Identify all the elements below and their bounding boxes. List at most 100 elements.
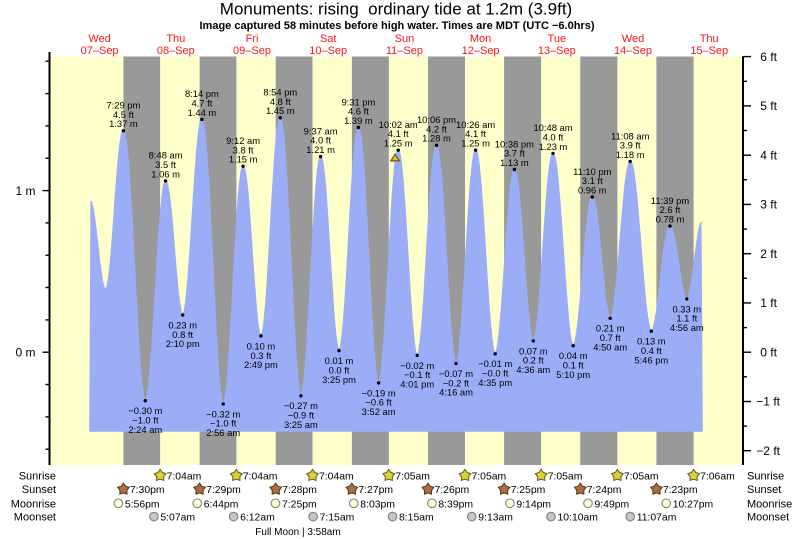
svg-text:2:56 am: 2:56 am: [206, 427, 240, 438]
svg-text:Moonrise: Moonrise: [747, 498, 792, 510]
svg-text:3.1 ft: 3.1 ft: [582, 175, 603, 186]
svg-text:0.7 ft: 0.7 ft: [600, 332, 621, 343]
svg-text:Sunset: Sunset: [22, 484, 56, 496]
svg-text:7:23pm: 7:23pm: [663, 485, 698, 496]
svg-text:0.01 m: 0.01 m: [325, 355, 354, 366]
svg-text:Wed: Wed: [88, 33, 110, 45]
svg-text:−0.2 ft: −0.2 ft: [443, 377, 470, 388]
svg-text:7:04am: 7:04am: [243, 472, 278, 483]
svg-text:7:05am: 7:05am: [548, 472, 583, 483]
svg-text:−0.6 ft: −0.6 ft: [365, 397, 392, 408]
svg-text:4.5 ft: 4.5 ft: [113, 109, 134, 120]
svg-text:7:29 pm: 7:29 pm: [106, 100, 140, 111]
svg-text:11:39 pm: 11:39 pm: [651, 195, 690, 206]
svg-text:10:38 pm: 10:38 pm: [495, 138, 534, 149]
svg-text:0.13 m: 0.13 m: [637, 336, 666, 347]
svg-text:0.2 ft: 0.2 ft: [523, 355, 544, 366]
svg-text:Sunrise: Sunrise: [747, 471, 784, 483]
svg-text:1.25 m: 1.25 m: [384, 138, 413, 149]
svg-text:3.9 ft: 3.9 ft: [620, 140, 641, 151]
svg-text:0.1 ft: 0.1 ft: [563, 360, 584, 371]
svg-text:2 ft: 2 ft: [760, 247, 777, 261]
svg-text:8:15am: 8:15am: [399, 513, 434, 524]
svg-text:10:27pm: 10:27pm: [673, 499, 713, 510]
svg-text:Moonset: Moonset: [747, 512, 789, 524]
svg-text:−1 ft: −1 ft: [756, 395, 780, 409]
svg-text:7:06am: 7:06am: [700, 472, 735, 483]
svg-text:9:13am: 9:13am: [478, 513, 513, 524]
svg-text:4:56 am: 4:56 am: [670, 322, 704, 333]
svg-text:14–Sep: 14–Sep: [614, 45, 652, 57]
svg-text:5:10 pm: 5:10 pm: [556, 369, 590, 380]
svg-text:11:07am: 11:07am: [637, 513, 677, 524]
svg-text:4.8 ft: 4.8 ft: [270, 96, 291, 107]
svg-text:3:25 am: 3:25 am: [284, 419, 318, 430]
svg-text:7:05am: 7:05am: [624, 472, 659, 483]
svg-text:4.0 ft: 4.0 ft: [310, 135, 331, 146]
svg-text:Wed: Wed: [622, 33, 644, 45]
svg-text:11:10 pm: 11:10 pm: [573, 166, 612, 177]
svg-text:1.25 m: 1.25 m: [461, 138, 490, 149]
svg-text:Full Moon | 3:58am: Full Moon | 3:58am: [255, 527, 340, 538]
svg-text:−0.32 m: −0.32 m: [206, 408, 240, 419]
svg-text:0.96 m: 0.96 m: [578, 184, 607, 195]
svg-text:−0.27 m: −0.27 m: [284, 400, 318, 411]
svg-text:−0.9 ft: −0.9 ft: [288, 410, 315, 421]
svg-text:4.6 ft: 4.6 ft: [348, 106, 369, 117]
svg-text:7:25pm: 7:25pm: [282, 499, 317, 510]
svg-text:1 m: 1 m: [15, 184, 35, 198]
svg-text:4.0 ft: 4.0 ft: [543, 132, 564, 143]
svg-text:−0.19 m: −0.19 m: [362, 387, 396, 398]
svg-text:0.04 m: 0.04 m: [559, 350, 588, 361]
svg-text:Monuments: rising ordinary ti: Monuments: rising ordinary tide at 1.2m …: [220, 0, 572, 19]
svg-text:1.1 ft: 1.1 ft: [676, 313, 697, 324]
svg-text:15–Sep: 15–Sep: [690, 45, 728, 57]
svg-text:7:25pm: 7:25pm: [511, 485, 546, 496]
svg-text:Mon: Mon: [470, 33, 491, 45]
svg-text:10:10am: 10:10am: [558, 513, 598, 524]
svg-text:0.8 ft: 0.8 ft: [172, 329, 193, 340]
svg-text:11:08 am: 11:08 am: [611, 130, 650, 141]
svg-text:1.13 m: 1.13 m: [500, 157, 529, 168]
svg-text:−0.1 ft: −0.1 ft: [404, 369, 431, 380]
svg-text:8:54 pm: 8:54 pm: [263, 87, 297, 98]
svg-text:7:26pm: 7:26pm: [435, 485, 470, 496]
svg-text:4:35 pm: 4:35 pm: [478, 377, 512, 388]
svg-text:Thu: Thu: [166, 33, 185, 45]
svg-text:3.5 ft: 3.5 ft: [155, 159, 176, 170]
svg-text:2:24 am: 2:24 am: [128, 424, 162, 435]
svg-text:07–Sep: 07–Sep: [81, 45, 119, 57]
svg-text:0.0 ft: 0.0 ft: [329, 364, 350, 375]
svg-text:4.7 ft: 4.7 ft: [191, 98, 212, 109]
svg-text:0.3 ft: 0.3 ft: [250, 350, 271, 361]
svg-text:Fri: Fri: [246, 33, 259, 45]
svg-text:3.7 ft: 3.7 ft: [504, 148, 525, 159]
svg-text:2:10 pm: 2:10 pm: [166, 338, 200, 349]
svg-text:7:24pm: 7:24pm: [587, 485, 622, 496]
svg-text:Thu: Thu: [700, 33, 719, 45]
svg-text:4 ft: 4 ft: [760, 148, 777, 162]
svg-text:−0.02 m: −0.02 m: [400, 360, 434, 371]
svg-text:1.44 m: 1.44 m: [188, 107, 217, 118]
svg-text:0.4 ft: 0.4 ft: [641, 345, 662, 356]
svg-text:7:05am: 7:05am: [395, 472, 430, 483]
svg-text:Moonset: Moonset: [14, 512, 56, 524]
svg-text:6:44pm: 6:44pm: [204, 499, 239, 510]
svg-text:7:05am: 7:05am: [472, 472, 507, 483]
svg-text:2.6 ft: 2.6 ft: [660, 204, 681, 215]
svg-text:09–Sep: 09–Sep: [233, 45, 271, 57]
svg-text:12–Sep: 12–Sep: [462, 45, 500, 57]
svg-text:3:25 pm: 3:25 pm: [322, 374, 356, 385]
svg-text:7:30pm: 7:30pm: [130, 485, 165, 496]
svg-text:8:14 pm: 8:14 pm: [185, 88, 219, 99]
svg-text:8:48 am: 8:48 am: [149, 150, 183, 161]
svg-text:7:29pm: 7:29pm: [206, 485, 241, 496]
svg-text:3.8 ft: 3.8 ft: [233, 144, 254, 155]
svg-text:0 m: 0 m: [15, 345, 35, 359]
svg-text:08–Sep: 08–Sep: [157, 45, 195, 57]
svg-text:Sunrise: Sunrise: [19, 471, 56, 483]
svg-text:10–Sep: 10–Sep: [309, 45, 347, 57]
svg-text:4:36 am: 4:36 am: [516, 364, 550, 375]
svg-text:11–Sep: 11–Sep: [386, 45, 423, 57]
svg-text:5:46 pm: 5:46 pm: [634, 354, 668, 365]
